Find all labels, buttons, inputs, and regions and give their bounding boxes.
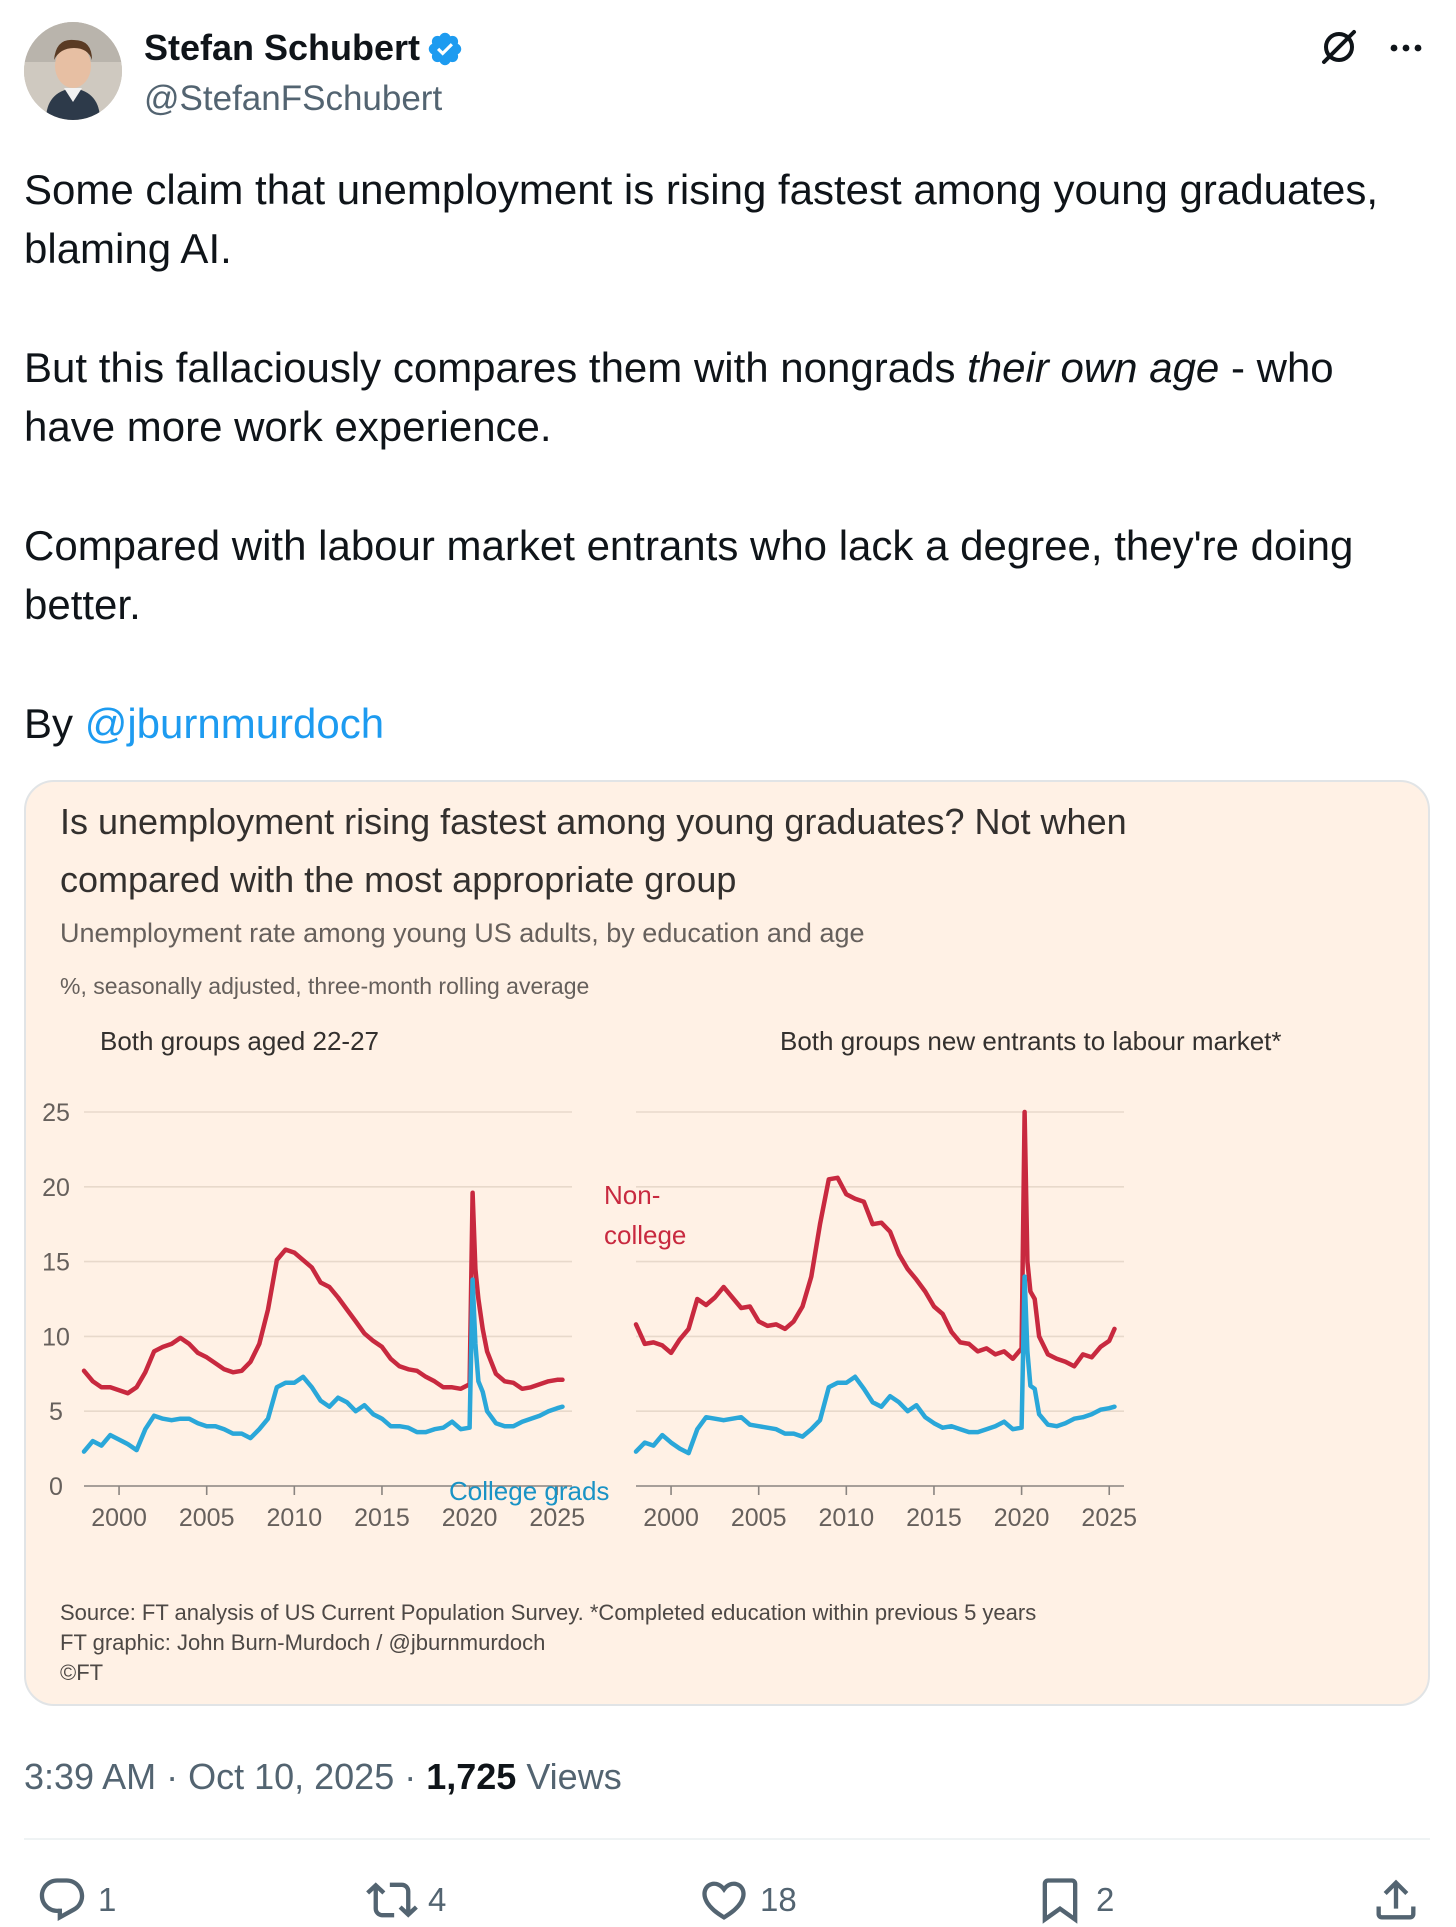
tweet-text-segment: - who	[1219, 344, 1334, 391]
views-label: Views	[516, 1756, 622, 1797]
tweet-line: Compared with labour market entrants who…	[24, 522, 1354, 569]
chart-panel-right: 2000 2005 2010 2015 2020 2025	[633, 1109, 1137, 1532]
timestamp[interactable]: 3:39 AM · Oct 10, 2025 ·	[24, 1756, 427, 1797]
more-icon[interactable]	[1384, 26, 1428, 70]
x-tick-label: 2025	[529, 1504, 585, 1532]
author-handle[interactable]: @StefanFSchubert	[144, 79, 443, 118]
tweet-text: Some claim that unemployment is rising f…	[24, 160, 1424, 753]
tweet-line: have more work experience.	[24, 403, 552, 450]
x-tick-label: 2010	[819, 1504, 875, 1532]
by-label: By	[24, 700, 85, 747]
avatar[interactable]	[24, 22, 122, 120]
reply-count: 1	[98, 1881, 117, 1918]
share-icon	[1376, 1879, 1416, 1920]
divider	[24, 1838, 1430, 1840]
tweet-line: Some claim that unemployment is rising f…	[24, 166, 1379, 213]
card-title-line1: Is unemployment rising fastest among you…	[60, 801, 1127, 842]
x-tick-label: 2020	[442, 1504, 498, 1532]
y-tick-label: 15	[42, 1249, 70, 1277]
x-tick-label: 2005	[179, 1504, 235, 1532]
x-tick-label: 2010	[267, 1504, 323, 1532]
x-tick-label: 2000	[91, 1504, 147, 1532]
card-credit: FT graphic: John Burn-Murdoch / @jburnmu…	[60, 1630, 545, 1655]
views-count: 1,725	[426, 1756, 517, 1797]
like-count: 18	[760, 1881, 797, 1918]
y-tick-label: 20	[42, 1174, 70, 1202]
x-tick-label: 2015	[354, 1504, 410, 1532]
repost-icon	[366, 1882, 418, 1918]
tweet-line: blaming AI.	[24, 225, 232, 272]
tweet-emphasis: their own age	[967, 344, 1220, 391]
bookmark-icon	[1042, 1878, 1078, 1924]
author-name[interactable]: Stefan Schubert	[144, 27, 421, 68]
panel-title-left: Both groups aged 22-27	[100, 1026, 379, 1056]
x-tick-label: 2020	[994, 1504, 1050, 1532]
x-tick-label: 2000	[643, 1504, 699, 1532]
timestamp-line: 3:39 AM · Oct 10, 2025 · 1,725 Views	[24, 1752, 622, 1802]
tweet-line: But this fallaciously compares them with…	[24, 338, 1424, 397]
grok-icon[interactable]	[1318, 26, 1360, 68]
tweet-line: better.	[24, 581, 141, 628]
y-tick-label: 10	[42, 1323, 70, 1351]
non-college-line-right	[633, 1109, 1117, 1369]
y-tick-label: 25	[42, 1099, 70, 1127]
annotation-non-college-line1: Non-	[604, 1180, 660, 1210]
like-icon	[702, 1881, 746, 1920]
college-grads-line-right	[633, 1274, 1117, 1456]
y-tick-label: 0	[49, 1473, 63, 1501]
like-button[interactable]: 18	[698, 1870, 797, 1927]
repost-count: 4	[428, 1881, 447, 1918]
chart-svg: Is unemployment rising fastest among you…	[42, 801, 1282, 1685]
x-tick-label: 2025	[1081, 1504, 1137, 1532]
card-copyright: ©FT	[60, 1660, 103, 1685]
non-college-line-left	[81, 1190, 565, 1396]
tweet-line: By @jburnmurdoch	[24, 694, 1424, 753]
card-unit-note: %, seasonally adjusted, three-month roll…	[60, 973, 589, 999]
card-subtitle: Unemployment rate among young US adults,…	[60, 918, 865, 948]
annotation-non-college-line2: college	[604, 1220, 686, 1250]
mention-link[interactable]: @jburnmurdoch	[84, 700, 385, 747]
verified-badge-icon	[428, 32, 462, 66]
bookmark-button[interactable]: 2	[1034, 1870, 1114, 1927]
x-tick-label: 2005	[731, 1504, 787, 1532]
reply-button[interactable]: 1	[36, 1870, 116, 1927]
y-tick-label: 5	[49, 1398, 63, 1426]
college-grads-line-left	[81, 1277, 565, 1454]
share-button[interactable]	[1370, 1870, 1422, 1927]
chart-image-card[interactable]: Is unemployment rising fastest among you…	[24, 780, 1430, 1706]
card-title-line2: compared with the most appropriate group	[60, 859, 736, 900]
avatar-image	[24, 22, 122, 120]
card-source: Source: FT analysis of US Current Popula…	[60, 1600, 1036, 1625]
bookmark-count: 2	[1096, 1881, 1115, 1918]
panel-title-right: Both groups new entrants to labour marke…	[780, 1026, 1282, 1056]
x-tick-label: 2015	[906, 1504, 962, 1532]
annotation-college-grads: College grads	[449, 1476, 609, 1506]
tweet-text-segment: But this fallaciously compares them with…	[24, 344, 968, 391]
reply-icon	[39, 1878, 85, 1922]
repost-button[interactable]: 4	[366, 1870, 446, 1927]
